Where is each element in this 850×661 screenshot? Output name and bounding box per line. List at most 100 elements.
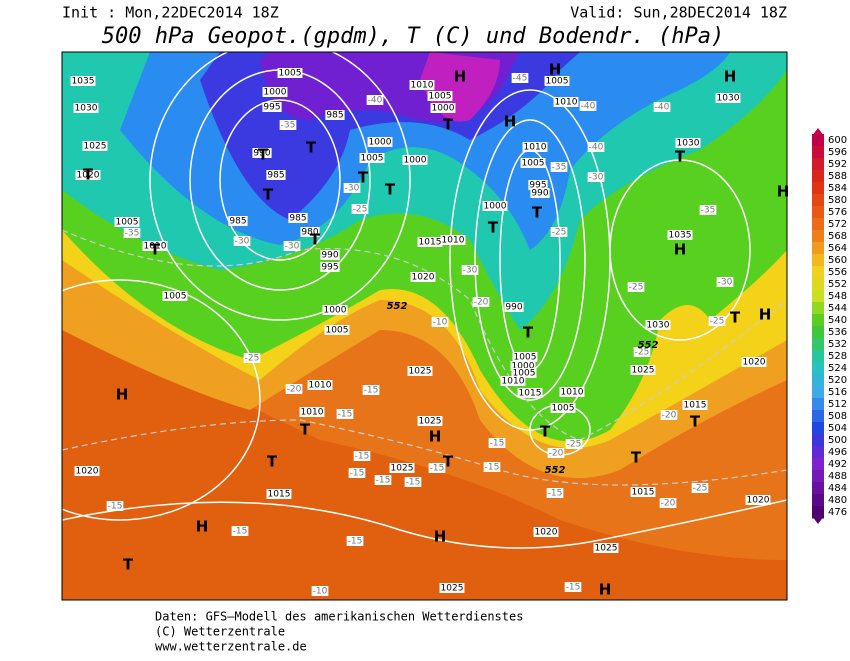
temperature-label-text: -35	[125, 229, 140, 239]
map-title: 500 hPa Geopot.(gpdm), T (C) und Bodendr…	[102, 24, 725, 49]
pressure-label-text: 1035	[669, 231, 692, 241]
colorbar-tick-label: 504	[828, 423, 847, 434]
pressure-label: 1030	[675, 138, 701, 149]
colorbar-cell	[812, 134, 824, 147]
colorbar-cell	[812, 146, 824, 159]
temperature-label: -20	[547, 448, 565, 459]
pressure-label-box	[410, 272, 436, 282]
pressure-label-box	[645, 320, 671, 330]
pressure-label-text: 1015	[519, 389, 542, 399]
pressure-label: 1030	[715, 93, 741, 104]
pressure-label-box	[266, 489, 292, 499]
pressure-label-box	[630, 365, 656, 375]
temperature-label: -10	[431, 317, 449, 328]
pressure-label-text: 1030	[647, 321, 670, 331]
temperature-label-text: -15	[108, 502, 123, 512]
pressure-label: 1015	[266, 489, 292, 500]
temperature-label-text: -40	[368, 96, 383, 106]
colorbar-tick-label: 600	[828, 135, 847, 146]
temperature-label-box	[550, 162, 568, 172]
pressure-label: 1020	[74, 466, 100, 477]
temperature-label-box	[343, 183, 361, 193]
pressure-center: H	[724, 68, 737, 86]
pressure-label-text: 1015	[684, 401, 707, 411]
pressure-label-box	[75, 170, 101, 180]
pressure-label-box	[74, 466, 100, 476]
temperature-label: -35	[123, 228, 141, 239]
pressure-label-text: 985	[289, 214, 306, 224]
pressure-label: 1000	[367, 137, 393, 148]
colorbar-cell	[812, 386, 824, 399]
pressure-label: 1025	[417, 416, 443, 427]
colorbar-tick-label: 580	[828, 195, 847, 206]
pressure-label-text: 1015	[419, 238, 442, 248]
temperature-label-box	[716, 277, 734, 287]
temperature-label-text: -20	[661, 499, 676, 509]
temperature-label-text: -10	[433, 318, 448, 328]
colorbar-cell	[812, 338, 824, 351]
pressure-center: T	[358, 169, 369, 187]
colorbar-tick-label: 596	[828, 147, 847, 158]
pressure-label-text: 990	[505, 303, 522, 313]
colorbar: 6005965925885845805765725685645605565525…	[812, 128, 847, 524]
pressure-label-text: 1025	[84, 142, 107, 152]
colorbar-tick-label: 568	[828, 231, 847, 242]
temperature-label: -15	[374, 475, 392, 486]
temperature-label: -35	[279, 120, 297, 131]
temperature-label: -35	[550, 162, 568, 173]
temperature-label: -25	[627, 282, 645, 293]
temperature-label-text: -15	[233, 527, 248, 537]
colorbar-cell	[812, 206, 824, 219]
pressure-label: 1010	[307, 380, 333, 391]
pressure-label-box	[288, 213, 308, 223]
temperature-label-text: -10	[313, 587, 328, 597]
pressure-label: 985	[266, 170, 286, 181]
pressure-label-box	[482, 201, 508, 211]
temperature-label-box	[565, 439, 583, 449]
pressure-label-text: 1005	[116, 218, 139, 228]
pressure-label: 1010	[553, 97, 579, 108]
pressure-label-text: 1005	[522, 159, 545, 169]
pressure-label: 1010	[559, 387, 585, 398]
colorbar-cell	[812, 254, 824, 267]
temperature-label: -15	[346, 536, 364, 547]
temperature-label-text: -25	[629, 283, 644, 293]
temperature-label-text: -15	[355, 452, 370, 462]
temperature-label-text: -15	[430, 464, 445, 474]
pressure-label-text: 1025	[595, 544, 618, 554]
pressure-label: 1025	[407, 366, 433, 377]
temperature-label-text: -15	[406, 478, 421, 488]
temperature-label-box	[691, 483, 709, 493]
temperature-label-box	[311, 586, 329, 596]
pressure-label: 1030	[73, 103, 99, 114]
temperature-label-box	[708, 316, 726, 326]
pressure-label: 1005	[162, 291, 188, 302]
colorbar-tick-label: 508	[828, 411, 847, 422]
pressure-label-text: 1010	[524, 143, 547, 153]
pressure-label: 1005	[520, 158, 546, 169]
pressure-label-box	[440, 235, 466, 245]
pressure-center: T	[385, 181, 396, 199]
pressure-label-box	[550, 403, 576, 413]
pressure-center: H	[674, 241, 687, 259]
colorbar-tick-label: 516	[828, 387, 847, 398]
temperature-label: -25	[633, 347, 651, 358]
colorbar-tick-label: 564	[828, 243, 847, 254]
pressure-label-text: 1020	[747, 496, 770, 506]
temperature-label-text: -25	[693, 484, 708, 494]
pressure-label-box	[417, 416, 443, 426]
colorbar-cell	[812, 422, 824, 435]
pressure-label: 1005	[544, 76, 570, 87]
temperature-label-box	[550, 227, 568, 237]
pressure-label-text: 1025	[632, 366, 655, 376]
temperature-label-box	[428, 463, 446, 473]
pressure-label-text: 1010	[502, 377, 525, 387]
pressure-label-text: 1010	[555, 98, 578, 108]
temperature-label: -15	[483, 462, 501, 473]
temperature-label-text: -15	[566, 583, 581, 593]
temperature-label: -45	[511, 73, 529, 84]
colorbar-tick-label: 524	[828, 363, 847, 374]
pressure-label-text: 1025	[441, 584, 464, 594]
pressure-label-box	[511, 368, 537, 378]
pressure-label: 995	[262, 102, 282, 113]
